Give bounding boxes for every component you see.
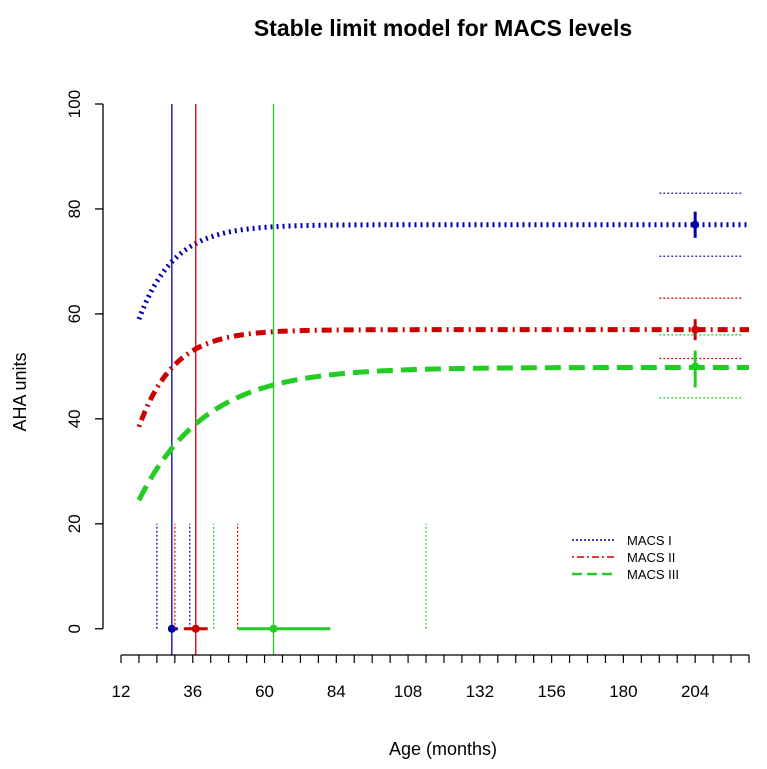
macs-iii-age-point [269, 624, 278, 633]
legend-macs-ii-label: MACS II [627, 550, 675, 565]
x-tick-label: 156 [537, 682, 565, 701]
x-tick-label: 12 [112, 682, 131, 701]
macs-i-age-point [167, 624, 176, 633]
macs-ii-curve [136, 327, 749, 428]
plot-area [136, 104, 749, 655]
x-tick-label: 60 [255, 682, 274, 701]
chart-title: Stable limit model for MACS levels [254, 15, 632, 41]
x-tick-label: 108 [394, 682, 422, 701]
legend-macs-iii-label: MACS III [627, 567, 679, 582]
y-tick-label: 80 [65, 199, 84, 218]
macs-i-limit-point [691, 220, 700, 229]
y-tick-label: 0 [65, 624, 84, 633]
legend: MACS I MACS II MACS III [572, 533, 679, 582]
legend-macs-i-label: MACS I [627, 533, 672, 548]
y-tick-label: 20 [65, 514, 84, 533]
y-tick-label: 60 [65, 304, 84, 323]
macs-iii-curve [136, 364, 749, 502]
x-tick-label: 84 [327, 682, 346, 701]
macs-ii-age-point [191, 624, 200, 633]
y-tick-label: 100 [65, 90, 84, 118]
y-axis-label: AHA units [10, 352, 30, 431]
x-axis-label: Age (months) [389, 739, 497, 759]
x-tick-label: 204 [681, 682, 709, 701]
axes: 0 20 40 60 80 100 12 36 60 84 108 132 156 180 204 [65, 90, 750, 701]
x-tick-label: 36 [183, 682, 202, 701]
y-tick-label: 40 [65, 409, 84, 428]
macs-ii-limit-point [691, 325, 700, 334]
macs-iii-limit-point [691, 362, 700, 371]
x-tick-label: 132 [466, 682, 494, 701]
macs-i-curve [136, 222, 749, 321]
x-tick-label: 180 [609, 682, 637, 701]
